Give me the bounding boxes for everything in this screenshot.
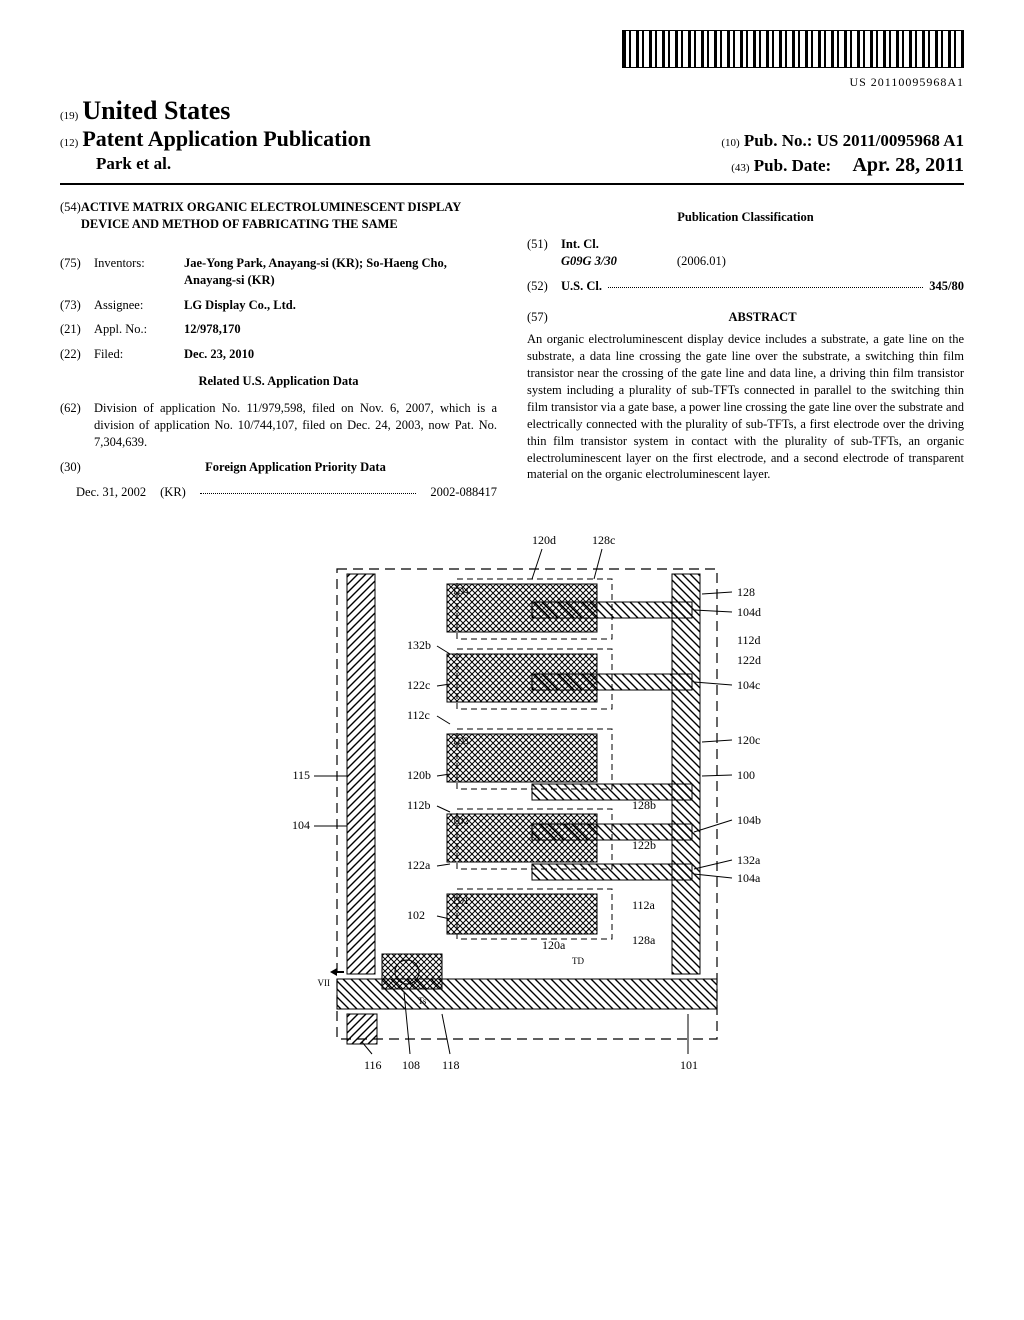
fig-label-112c: 112c [407, 708, 430, 722]
inid-21: (21) [60, 321, 94, 338]
priority-date: Dec. 31, 2002 [76, 484, 146, 501]
inid-22: (22) [60, 346, 94, 363]
fig-label-122a: 122a [407, 858, 431, 872]
inventors: Jae-Yong Park, Anayang-si (KR); So-Haeng… [184, 255, 497, 289]
inid-12: (12) [60, 137, 78, 149]
fig-label-108: 108 [402, 1058, 420, 1072]
abstract-text: An organic electroluminescent display de… [527, 331, 964, 483]
intcl-label: Int. Cl. [561, 236, 726, 253]
fig-label-128c: 128c [592, 533, 615, 547]
fig-label-104a: 104a [737, 871, 761, 885]
divider [60, 183, 964, 185]
authors: Park et al. [96, 154, 171, 177]
patent-figure: 120d 128c VII 128 104d 112d 122d 104c 12… [60, 524, 964, 1089]
related-data-heading: Related U.S. Application Data [60, 373, 497, 390]
barcode-number: US 20110095968A1 [60, 75, 964, 90]
inid-43: (43) [731, 162, 749, 174]
fig-label-104d: 104d [737, 605, 761, 619]
fig-label-132a: 132a [737, 853, 761, 867]
filed-label: Filed: [94, 346, 184, 363]
fig-label-td1: TD1 [452, 896, 469, 906]
inid-30: (30) [60, 459, 94, 476]
fig-label-td4: TD4 [452, 586, 469, 596]
assignee: LG Display Co., Ltd. [184, 297, 497, 314]
fig-label-115: 115 [292, 768, 310, 782]
fig-label-118: 118 [442, 1058, 460, 1072]
classification-heading: Publication Classification [527, 209, 964, 226]
fig-label-td: TD [572, 956, 584, 966]
intcl-code: G09G 3/30 [561, 253, 617, 270]
appl-no: 12/978,170 [184, 321, 497, 338]
fig-label-116: 116 [364, 1058, 382, 1072]
priority-number: 2002-088417 [430, 484, 497, 501]
fig-label-128a: 128a [632, 933, 656, 947]
fig-label-122c: 122c [407, 678, 430, 692]
invention-title: ACTIVE MATRIX ORGANIC ELECTROLUMINESCENT… [81, 199, 497, 233]
pub-no-label: Pub. No.: [744, 131, 812, 150]
fig-label-100: 100 [737, 768, 755, 782]
fig-label-112d: 112d [737, 633, 761, 647]
pub-date: Apr. 28, 2011 [852, 154, 964, 176]
assignee-label: Assignee: [94, 297, 184, 314]
fig-label-ts: Ts [418, 996, 427, 1006]
fig-label-122b: 122b [632, 838, 656, 852]
inid-75: (75) [60, 255, 94, 289]
barcode-area: US 20110095968A1 [60, 30, 964, 90]
inid-51: (51) [527, 236, 561, 270]
fig-label-128b: 128b [632, 798, 656, 812]
left-column: (54) ACTIVE MATRIX ORGANIC ELECTROLUMINE… [60, 199, 497, 500]
fig-label-122d: 122d [737, 653, 761, 667]
right-column: Publication Classification (51) Int. Cl.… [527, 199, 964, 500]
fig-label-104c: 104c [737, 678, 760, 692]
fig-label-112b: 112b [407, 798, 431, 812]
appl-no-label: Appl. No.: [94, 321, 184, 338]
dot-leader [608, 278, 923, 288]
pub-no: US 2011/0095968 A1 [817, 131, 964, 150]
priority-country: (KR) [160, 484, 186, 501]
fig-label-101: 101 [680, 1058, 698, 1072]
inid-52: (52) [527, 278, 561, 295]
inid-62: (62) [60, 400, 94, 451]
barcode [622, 30, 964, 68]
fig-label-128: 128 [737, 585, 755, 599]
fig-label-102: 102 [407, 908, 425, 922]
fig-label-120b: 120b [407, 768, 431, 782]
publication-type: Patent Application Publication [82, 126, 370, 151]
fig-label-104: 104 [292, 818, 310, 832]
country: United States [82, 96, 230, 125]
fig-label-120d: 120d [532, 533, 556, 547]
fig-label-120c: 120c [737, 733, 760, 747]
fig-label-112a: 112a [632, 898, 656, 912]
fig-label-vii: VII [318, 978, 331, 988]
inid-19: (19) [60, 110, 78, 122]
header: (19) United States (12) Patent Applicati… [60, 96, 964, 177]
columns: (54) ACTIVE MATRIX ORGANIC ELECTROLUMINE… [60, 199, 964, 500]
related-data-text: Division of application No. 11/979,598, … [94, 400, 497, 451]
fig-label-104b: 104b [737, 813, 761, 827]
intcl-date: (2006.01) [677, 253, 726, 270]
fig-label-132b: 132b [407, 638, 431, 652]
inid-57: (57) [527, 309, 561, 326]
foreign-priority-heading: Foreign Application Priority Data [94, 459, 497, 476]
fig-label-td2: TD2 [452, 816, 469, 826]
filed-date: Dec. 23, 2010 [184, 346, 497, 363]
pub-date-label: Pub. Date: [754, 156, 831, 175]
inventors-label: Inventors: [94, 255, 184, 289]
dot-leader [200, 484, 417, 494]
fig-label-td3: TD3 [452, 736, 469, 746]
fig-label-120a: 120a [542, 938, 566, 952]
abstract-heading: ABSTRACT [561, 309, 964, 326]
inid-10: (10) [721, 137, 739, 149]
uscl-label: U.S. Cl. [561, 278, 602, 295]
inid-54: (54) [60, 199, 81, 247]
inid-73: (73) [60, 297, 94, 314]
uscl-value: 345/80 [929, 278, 964, 295]
